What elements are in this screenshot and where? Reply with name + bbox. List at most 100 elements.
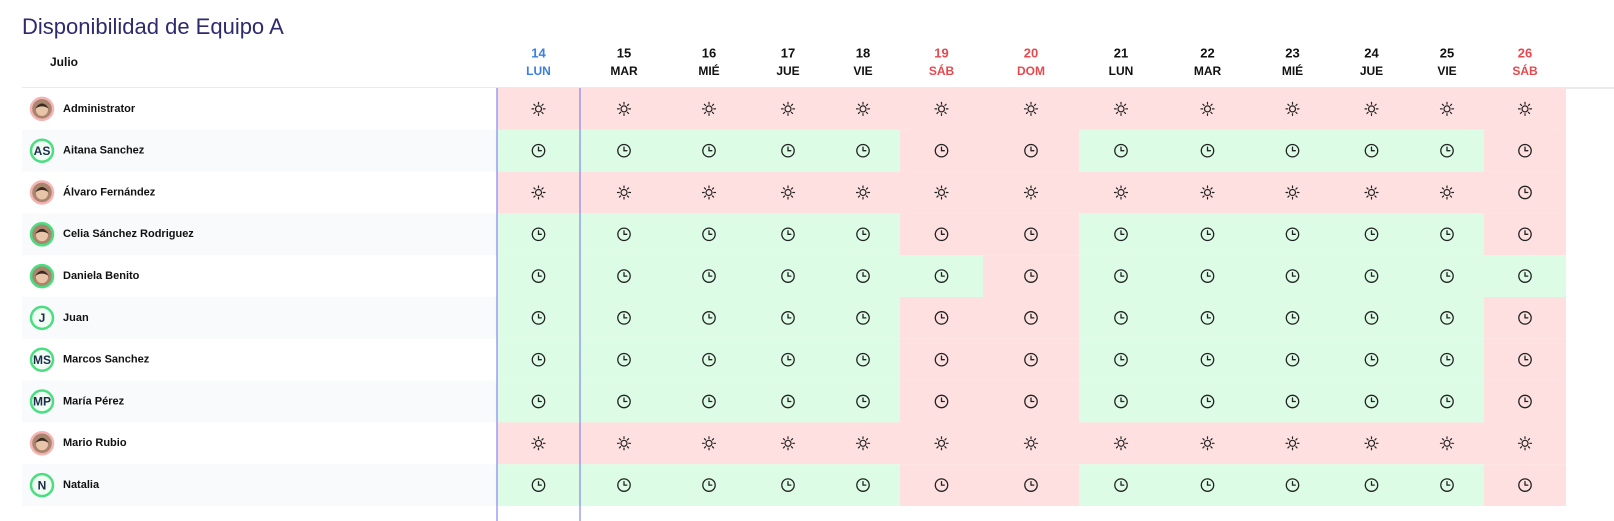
sun-ray (711, 187, 715, 190)
avatar-face (36, 229, 48, 242)
row-background (22, 464, 497, 506)
clock-hands (1120, 313, 1125, 319)
sun-ray (1295, 187, 1298, 190)
clock-hands (708, 397, 713, 403)
clock-icon (1440, 478, 1454, 492)
clock-hands (1206, 480, 1211, 486)
clock-hands (1446, 480, 1451, 486)
clock-icon (617, 311, 631, 325)
sun-ray (1366, 103, 1369, 107)
sun-ray (541, 438, 544, 441)
sun-ray (533, 187, 536, 190)
clock-hands (1370, 397, 1375, 403)
sun-ray (618, 103, 622, 107)
clock-icon (1200, 478, 1215, 492)
clock-icon (1114, 352, 1128, 367)
row-background (22, 129, 497, 172)
sun-ray (1287, 446, 1290, 449)
day-number: 17 (781, 45, 795, 60)
day-weekday: MAR (610, 64, 638, 78)
sun-ray (1449, 195, 1453, 198)
day-weekday: MIÉ (1282, 63, 1303, 78)
sun-icon (620, 105, 628, 113)
sun-ray (1449, 103, 1453, 107)
day-cell (668, 171, 750, 214)
day-cell (750, 171, 826, 214)
clock-hands (940, 313, 945, 319)
clock-icon (1440, 227, 1454, 242)
sun-icon (705, 439, 713, 447)
avatar-hair (35, 228, 49, 235)
sun-ray (703, 446, 707, 449)
clock-icon (1364, 394, 1379, 409)
sun-ray (1202, 195, 1205, 198)
clock-hands (1446, 397, 1451, 403)
clock-hands (1370, 480, 1375, 486)
sun-icon (937, 105, 946, 113)
sun-ray (1115, 446, 1119, 449)
clock-icon (531, 352, 546, 367)
clock-icon (702, 143, 716, 158)
row-background (22, 255, 497, 297)
clock-hands (1030, 313, 1035, 319)
clock-hands (940, 480, 945, 486)
clock-icon (531, 143, 546, 158)
sun-ray (790, 187, 794, 190)
clock-hands (1524, 355, 1529, 361)
clock-icon (617, 394, 631, 409)
sun-ray (857, 446, 861, 449)
clock-icon (1518, 478, 1532, 492)
sun-ray (1033, 103, 1037, 107)
member-name: María Pérez (63, 395, 125, 407)
sun-ray (1295, 446, 1298, 449)
clock-hands (1030, 230, 1035, 235)
clock-hands (1524, 480, 1529, 486)
sun-icon (1288, 188, 1297, 197)
sun-ray (1123, 187, 1127, 190)
clock-hands (940, 146, 945, 152)
clock-hands (537, 146, 542, 152)
clock-icon (934, 311, 949, 325)
sun-ray (1374, 187, 1377, 190)
sun-ray (533, 195, 536, 198)
clock-icon (1285, 269, 1300, 283)
member-row: Daniela Benito (22, 255, 1566, 297)
day-weekday: JUE (1360, 64, 1383, 78)
sun-ray (1025, 195, 1029, 198)
member-row: N Natalia (22, 464, 1566, 506)
clock-icon (531, 227, 546, 242)
clock-hands (623, 146, 628, 152)
clock-icon (617, 352, 631, 367)
clock-icon (1024, 311, 1038, 325)
day-cell (668, 88, 750, 130)
clock-hands (623, 397, 628, 403)
sun-ray (1374, 103, 1377, 107)
clock-hands (1524, 397, 1529, 403)
clock-icon (1518, 143, 1532, 158)
sun-ray (782, 187, 786, 190)
sun-ray (1033, 438, 1037, 441)
clock-icon (934, 394, 949, 409)
member-row: J Juan (22, 297, 1566, 339)
day-weekday: LUN (526, 64, 551, 78)
clock-icon (1285, 311, 1300, 325)
sun-ray (944, 438, 947, 441)
avatar-hair (35, 187, 49, 193)
member-name: Natalia (63, 479, 100, 491)
sun-ray (1287, 111, 1290, 115)
sun-ray (711, 103, 715, 107)
clock-icon (856, 227, 870, 242)
sun-ray (1441, 438, 1445, 441)
clock-icon (1200, 227, 1215, 242)
sun-ray (944, 103, 947, 107)
sun-ray (711, 438, 715, 441)
clock-hands (940, 397, 945, 403)
clock-hands (862, 480, 867, 486)
clock-icon (1200, 352, 1215, 367)
sun-icon (1117, 105, 1125, 113)
sun-ray (865, 195, 869, 198)
avatar (29, 347, 55, 372)
sun-icon (784, 439, 792, 447)
sun-ray (1295, 111, 1298, 115)
clock-hands (1446, 146, 1451, 152)
